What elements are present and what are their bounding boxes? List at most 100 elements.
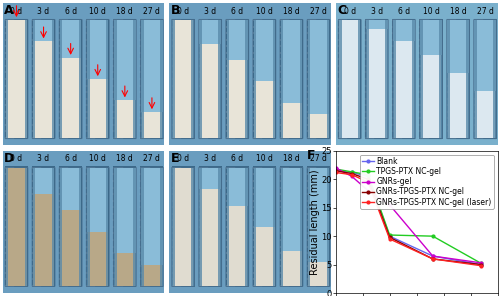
Bar [60,20,82,58]
GNRs-TPGS-PTX NC-gel [332,169,338,173]
GNRs-TPGS-PTX NC-gel (laser) [365,180,371,184]
Bar [254,20,256,138]
Bar [160,20,162,138]
Bar [394,41,414,138]
Bar [254,168,256,286]
Bar [114,20,136,100]
Bar [446,19,469,139]
Bar [280,168,302,250]
Blank [386,234,392,238]
Text: 10 d: 10 d [256,7,273,15]
Bar [172,168,175,286]
TPGS-PTX NC-gel [332,167,338,171]
Bar [173,168,194,286]
Bar [272,168,275,286]
TPGS-PTX NC-gel [386,233,392,237]
Text: D: D [4,152,14,165]
Bar [59,166,82,287]
Bar [172,20,175,138]
Bar [448,20,450,138]
Bar [6,20,26,138]
Bar [87,168,90,286]
Bar [87,20,90,138]
Text: 3 d: 3 d [38,155,50,163]
Text: 0 d: 0 d [177,155,189,163]
Text: 6 d: 6 d [64,7,76,15]
GNRs-TPGS-PTX NC-gel (laser) [386,237,392,241]
Bar [114,20,116,138]
Text: 27 d: 27 d [144,7,160,15]
GNRs-TPGS-PTX NC-gel [386,236,392,239]
Bar [32,19,55,139]
Bar [227,60,248,138]
Text: F: F [306,149,315,163]
Bar [308,115,329,138]
Blank [430,254,436,258]
Bar [392,19,415,139]
Text: 27 d: 27 d [310,155,327,163]
Bar [366,19,388,139]
Bar [420,20,442,55]
Text: C: C [338,4,346,17]
Blank [365,175,371,178]
Bar [86,19,110,139]
Text: 6 d: 6 d [231,155,243,163]
Legend: Blank, TPGS-PTX NC-gel, GNRs-gel, GNRs-TPGS-PTX NC-gel, GNRs-TPGS-PTX NC-gel (la: Blank, TPGS-PTX NC-gel, GNRs-gel, GNRs-T… [360,155,494,209]
Text: 3 d: 3 d [204,7,216,15]
Bar [272,20,275,138]
Bar [300,168,302,286]
Bar [308,20,310,138]
Bar [160,168,162,286]
Bar [142,265,162,286]
Bar [141,168,144,286]
Bar [366,20,388,30]
Bar [466,20,469,138]
Text: 3 d: 3 d [204,155,216,163]
Text: 3 d: 3 d [38,7,50,15]
TPGS-PTX NC-gel [478,262,484,265]
Bar [198,166,222,287]
Bar [172,166,194,287]
Bar [114,168,136,253]
Bar [60,58,81,138]
Bar [246,168,248,286]
Line: GNRs-TPGS-PTX NC-gel: GNRs-TPGS-PTX NC-gel [334,169,482,266]
GNRs-gel [478,261,484,265]
TPGS-PTX NC-gel [365,173,371,176]
Bar [254,227,274,286]
Bar [227,206,248,286]
Bar [140,166,164,287]
Bar [200,168,202,286]
Blank [332,169,338,173]
Bar [142,112,162,138]
Text: 27 d: 27 d [476,7,494,15]
Bar [24,20,27,138]
Text: A: A [4,4,14,17]
Text: 18 d: 18 d [450,7,466,15]
Bar [33,20,54,41]
Bar [385,20,388,138]
Bar [226,20,229,138]
TPGS-PTX NC-gel [349,170,355,174]
Bar [308,20,330,115]
Bar [133,20,136,138]
Line: Blank: Blank [334,169,482,266]
Bar [358,20,360,138]
Bar [281,250,301,286]
GNRs-gel [365,189,371,192]
Bar [59,19,82,139]
GNRs-TPGS-PTX NC-gel (laser) [349,173,355,176]
Bar [226,168,248,206]
Bar [106,168,108,286]
Text: 10 d: 10 d [256,155,273,163]
Bar [280,20,283,138]
Bar [420,55,441,138]
Bar [412,20,414,138]
Bar [114,253,135,286]
GNRs-gel [430,254,436,258]
Text: 18 d: 18 d [116,7,133,15]
Text: 27 d: 27 d [144,155,160,163]
Bar [52,168,54,286]
Bar [254,20,275,81]
GNRs-gel [332,166,338,170]
